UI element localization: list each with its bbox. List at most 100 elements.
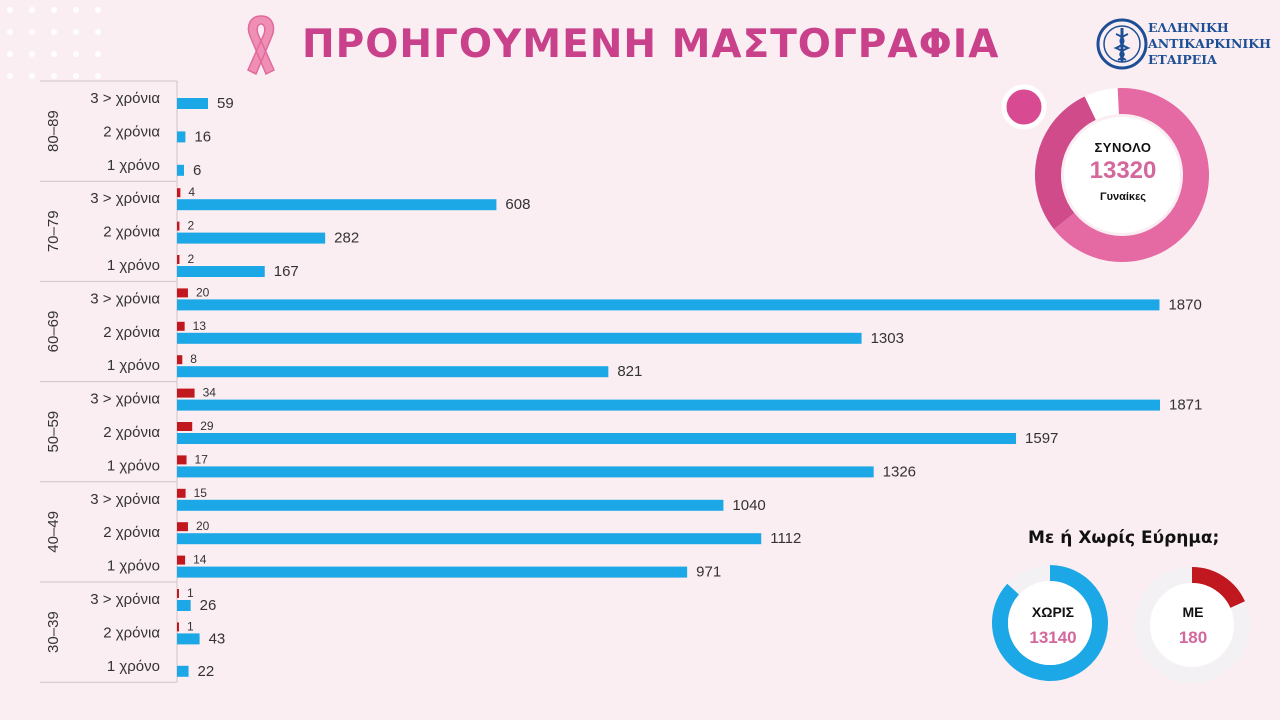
findings-question: Με ή Χωρίς Εύρημα; xyxy=(1028,528,1220,548)
category-label: 2 χρόνια xyxy=(103,324,160,341)
with-finding-label: 4 xyxy=(188,185,195,199)
without-finding-label: 1871 xyxy=(1169,397,1202,414)
category-label: 1 χρόνο xyxy=(107,457,160,474)
without-finding-bar xyxy=(177,299,1160,311)
with-finding-bar xyxy=(177,355,183,365)
with-finding-donut-arc xyxy=(1191,567,1245,609)
with-finding-label: 2 xyxy=(187,252,194,266)
without-finding-label: 43 xyxy=(209,630,226,647)
with-finding-label: 8 xyxy=(190,352,197,366)
without-finding-bar xyxy=(177,366,609,378)
with-finding-label: 15 xyxy=(194,486,208,500)
total-donut-text: ΣΥΝΟΛΟ 13320 Γυναίκες xyxy=(1060,140,1186,203)
without-finding-bar xyxy=(177,533,762,545)
without-finding-bar xyxy=(177,600,191,611)
total-value: 13320 xyxy=(1089,157,1157,184)
with-finding-label: 17 xyxy=(195,452,209,466)
without-finding-bar xyxy=(177,266,265,277)
with-finding-bar xyxy=(177,555,186,565)
category-label: 3 > χρόνια xyxy=(90,491,160,508)
total-donut-arc xyxy=(1054,88,1209,262)
hellenic-cancer-society-emblem-icon xyxy=(1096,18,1148,70)
with-finding-label: 20 xyxy=(196,285,210,299)
logo-line-2: ΑΝΤΙΚΑΡΚΙΝΙΚΗ xyxy=(1148,36,1271,51)
category-label: 3 > χρόνια xyxy=(90,290,160,307)
without-finding-label: 608 xyxy=(505,196,530,213)
with-finding-donut-center xyxy=(1150,583,1234,667)
without-finding-bar xyxy=(177,98,208,109)
without-finding-label: 1870 xyxy=(1168,296,1201,313)
without-finding-label: 167 xyxy=(274,263,299,280)
total-unit: Γυναίκες xyxy=(1099,191,1147,203)
with-finding-bar xyxy=(177,388,195,398)
without-finding-label: 26 xyxy=(200,597,217,614)
group-label: 40–49 xyxy=(45,511,62,553)
with-finding-bar xyxy=(177,422,193,431)
pink-ribbon-icon xyxy=(247,15,275,76)
with-finding-label: 1 xyxy=(187,619,194,633)
category-label: 3 > χρόνια xyxy=(90,591,160,608)
logo-line-1: ΕΛΛΗΝΙΚΗ xyxy=(1148,20,1229,35)
without-finding-bar xyxy=(177,499,724,511)
with-finding-label: 1 xyxy=(187,586,194,600)
decorative-circle xyxy=(1001,84,1047,130)
without-finding-label: 22 xyxy=(198,663,215,680)
without-finding-label: 1040 xyxy=(732,497,765,514)
with-finding-donut-text: ΜΕ 180 xyxy=(1148,604,1238,648)
without-finding-label: 821 xyxy=(617,363,642,380)
with-finding-bar xyxy=(177,321,185,331)
without-finding-donut-arc xyxy=(992,565,1108,681)
with-finding-bar xyxy=(177,622,179,632)
with-finding-bar xyxy=(177,188,181,198)
total-donut-center xyxy=(1064,117,1180,233)
with-finding-bar xyxy=(177,288,188,298)
total-donut-arc-dark xyxy=(1035,96,1097,230)
without-finding-label: 282 xyxy=(334,230,359,247)
without-finding-bar xyxy=(177,164,184,176)
decorative-dots xyxy=(7,7,101,79)
category-label: 3 > χρόνια xyxy=(90,90,160,107)
group-label: 50–59 xyxy=(45,411,62,453)
with-finding-bar xyxy=(177,455,187,465)
with-finding-label: 29 xyxy=(200,419,214,433)
without-finding-bar xyxy=(177,665,189,677)
without-finding-bar xyxy=(177,566,688,578)
with-finding-bar xyxy=(177,589,179,598)
category-label: 1 χρόνο xyxy=(107,257,160,274)
without-finding-label: 1303 xyxy=(871,330,904,347)
category-label: 2 χρόνια xyxy=(103,224,160,241)
category-label: 1 χρόνο xyxy=(107,157,160,174)
with-finding-label: ΜΕ xyxy=(1182,604,1204,620)
category-label: 3 > χρόνια xyxy=(90,391,160,408)
without-finding-donut-text: ΧΩΡΙΣ 13140 xyxy=(1008,604,1098,648)
with-finding-bar xyxy=(177,221,180,231)
with-finding-label: 34 xyxy=(203,386,217,400)
with-finding-label: 2 xyxy=(187,219,194,233)
with-finding-bar xyxy=(177,522,188,532)
with-finding-bar xyxy=(177,255,180,264)
group-label: 30–39 xyxy=(45,611,62,653)
without-finding-label: ΧΩΡΙΣ xyxy=(1031,604,1075,620)
without-finding-value: 13140 xyxy=(1029,628,1077,647)
group-label: 60–69 xyxy=(45,311,62,353)
logo-text: ΕΛΛΗΝΙΚΗ ΑΝΤΙΚΑΡΚΙΝΙΚΗ ΕΤΑΙΡΕΙΑ xyxy=(1148,20,1271,68)
page-title: ΠΡΟΗΓΟΥΜΕΝΗ ΜΑΣΤΟΓΡΑΦΙΑ xyxy=(302,22,1000,67)
without-finding-label: 971 xyxy=(696,564,721,581)
without-finding-bar xyxy=(177,433,1017,444)
without-finding-label: 16 xyxy=(194,128,211,145)
category-label: 2 χρόνια xyxy=(103,123,160,140)
without-finding-bar xyxy=(177,131,186,143)
without-finding-label: 1326 xyxy=(883,463,916,480)
without-finding-label: 6 xyxy=(193,162,201,179)
category-label: 1 χρόνο xyxy=(107,558,160,575)
category-label: 2 χρόνια xyxy=(103,524,160,541)
with-finding-value: 180 xyxy=(1178,628,1208,647)
category-label: 1 χρόνο xyxy=(107,357,160,374)
without-finding-label: 59 xyxy=(217,95,234,112)
without-finding-label: 1597 xyxy=(1025,430,1058,447)
with-finding-label: 20 xyxy=(196,519,210,533)
category-label: 1 χρόνο xyxy=(107,658,160,675)
group-label: 80–89 xyxy=(45,110,62,152)
category-label: 2 χρόνια xyxy=(103,624,160,641)
